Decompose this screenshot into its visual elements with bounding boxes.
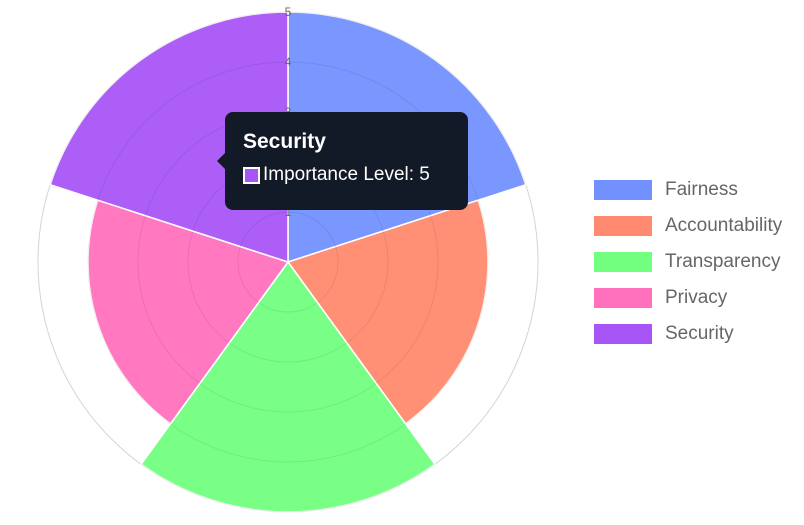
legend-label: Privacy (665, 286, 728, 308)
tooltip-title: Security (243, 130, 326, 153)
tooltip-swatch (243, 166, 260, 184)
legend-swatch (594, 323, 652, 344)
tooltip-caret (217, 153, 225, 169)
legend-swatch (594, 215, 652, 236)
legend-item-privacy[interactable]: Privacy (594, 284, 804, 311)
polar-area-chart: 12345 (37, 5, 539, 513)
legend-item-security[interactable]: Security (594, 320, 804, 347)
legend-label: Fairness (665, 178, 738, 200)
legend-item-transparency[interactable]: Transparency (594, 248, 804, 275)
grid-ring-overlay (87, 61, 489, 463)
sector-transparency[interactable] (140, 260, 436, 513)
legend-label: Security (665, 322, 734, 344)
legend-swatch (594, 251, 652, 272)
tick-label: 4 (285, 55, 292, 69)
grid-ring-overlay (37, 11, 539, 513)
tooltip-label: Importance Level: 5 (263, 164, 430, 185)
legend-swatch (594, 287, 652, 308)
tick-label: 1 (285, 205, 292, 219)
legend-swatch (594, 179, 652, 200)
chart-tooltip: Security Importance Level: 5 (217, 112, 468, 210)
grid-ring-overlay (237, 211, 339, 313)
legend-label: Accountability (665, 214, 783, 236)
sector-privacy[interactable] (87, 199, 290, 425)
tick-label: 5 (285, 5, 292, 19)
sector-accountability[interactable] (286, 199, 489, 425)
legend: Fairness Accountability Transparency Pri… (594, 176, 804, 356)
tooltip-row: Importance Level: 5 (243, 163, 450, 187)
legend-item-accountability[interactable]: Accountability (594, 212, 804, 239)
legend-label: Transparency (665, 250, 781, 272)
legend-item-fairness[interactable]: Fairness (594, 176, 804, 203)
